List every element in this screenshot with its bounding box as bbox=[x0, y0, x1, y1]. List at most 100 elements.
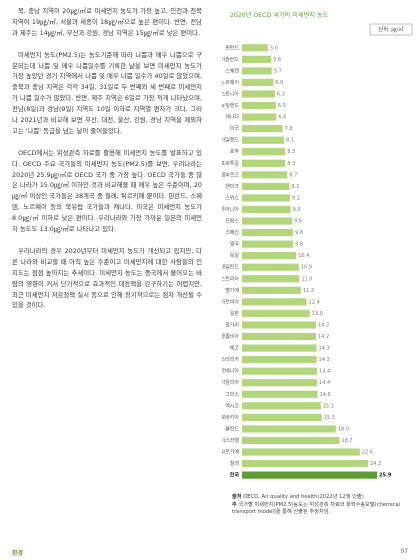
value-label: 5.0 bbox=[270, 45, 278, 51]
value-label: 14.5 bbox=[320, 392, 331, 398]
value-label: 9.2 bbox=[292, 195, 300, 201]
category-label: 미국 bbox=[230, 125, 240, 132]
paragraph: 우리나라의 경우 2020년부터 미세먼지 농도가 개선되고 있지만, 다른 나… bbox=[12, 246, 202, 310]
bar bbox=[242, 275, 300, 283]
value-label: 8.1 bbox=[286, 138, 294, 144]
bar bbox=[242, 459, 369, 468]
bar bbox=[242, 90, 275, 98]
category-label: 아이슬란드 bbox=[222, 56, 239, 63]
category-label: 체코 bbox=[230, 345, 240, 352]
category-label: 호주 bbox=[230, 149, 240, 155]
value-label: 14.3 bbox=[319, 357, 330, 363]
value-label: 24.2 bbox=[370, 461, 381, 467]
value-label: 8.7 bbox=[289, 172, 297, 178]
value-label: 11.0 bbox=[301, 276, 312, 282]
value-label: 9.3 bbox=[292, 207, 300, 213]
bar bbox=[242, 125, 283, 133]
bar bbox=[242, 344, 317, 352]
bar bbox=[242, 240, 294, 248]
category-label: 핀란드 bbox=[225, 44, 239, 51]
category-label: 리투아니아 bbox=[222, 206, 239, 213]
category-label: 아일랜드 bbox=[222, 137, 239, 144]
value-label: 9.8 bbox=[295, 242, 303, 248]
bar bbox=[242, 252, 297, 260]
bar bbox=[242, 356, 317, 364]
footer-section: 환경 bbox=[12, 550, 24, 557]
category-label: 스웨덴 bbox=[225, 67, 239, 74]
bar bbox=[242, 217, 293, 225]
bar bbox=[242, 390, 318, 398]
value-label: 6.0 bbox=[275, 80, 283, 86]
value-label: 14.3 bbox=[319, 346, 330, 352]
bar bbox=[242, 309, 310, 318]
category-label: 그리스 bbox=[225, 391, 239, 398]
source-block: 출처 OECD, Air quality and health(2022년 12… bbox=[232, 494, 412, 517]
category-label: 룩셈부르크 bbox=[222, 171, 239, 178]
category-label: 뉴질랜드 bbox=[222, 102, 239, 109]
category-label: 콜롬비아 bbox=[222, 333, 239, 340]
bar bbox=[242, 263, 299, 271]
category-label: 튀르키예 bbox=[222, 449, 239, 456]
value-label: 18.7 bbox=[341, 438, 352, 444]
bar bbox=[242, 67, 272, 75]
value-label: 12.4 bbox=[309, 299, 320, 305]
bar bbox=[242, 55, 272, 63]
category-label: 슬로바키아 bbox=[222, 414, 239, 421]
category-label: 포르투갈 bbox=[222, 160, 239, 167]
value-label: 13.0 bbox=[312, 311, 323, 317]
value-label: 14.2 bbox=[318, 334, 329, 340]
bar bbox=[242, 101, 276, 110]
value-label: 9.6 bbox=[294, 219, 302, 225]
value-label: 18.0 bbox=[338, 426, 349, 432]
chart: 2020년 OECD 국가의 미세먼지 농도 단위: ㎍/㎥ 핀란드 5.0 아이슬… bbox=[222, 11, 413, 479]
note-text: 국가별 미세먼지(PM2.5)농도는 위성관측 자료와 화학수송모델(chemi… bbox=[232, 501, 401, 516]
bar bbox=[242, 321, 317, 329]
category-label: 스위스 bbox=[225, 194, 239, 201]
bar bbox=[242, 78, 274, 87]
bar bbox=[242, 44, 269, 52]
bar bbox=[242, 228, 294, 237]
note: 주 국가별 미세먼지(PM2.5)농도는 위성관측 자료와 화학수송모델(che… bbox=[232, 502, 412, 517]
bar bbox=[242, 436, 340, 445]
value-label: 15.1 bbox=[323, 403, 334, 409]
bar bbox=[242, 448, 360, 456]
value-label: 25.9 bbox=[379, 473, 392, 479]
value-label: 8.3 bbox=[287, 161, 295, 167]
value-label: 9.8 bbox=[295, 230, 303, 236]
category-label: 칠레 bbox=[230, 460, 240, 467]
value-label: 14.4 bbox=[319, 380, 330, 386]
value-label: 5.6 bbox=[273, 57, 281, 63]
body-text: 북, 충남 지역이 20㎍/㎥로 미세먼지 농도가 가장 높고, 인천과 전북 … bbox=[12, 6, 202, 311]
category-label: 코스타리카 bbox=[222, 356, 239, 363]
category-label: 한국 bbox=[230, 472, 240, 479]
bar bbox=[242, 425, 336, 433]
source-label: 출처 bbox=[232, 494, 242, 500]
paragraph: OECD에서는 위성관측 자료를 활용해 미세먼지 농도를 발표하고 있다. O… bbox=[12, 148, 202, 234]
category-label: 슬로베니아 bbox=[222, 368, 239, 375]
category-label: 벨기에 bbox=[225, 287, 239, 294]
value-label: 14.4 bbox=[319, 369, 330, 375]
bar bbox=[242, 159, 286, 167]
value-label: 6.5 bbox=[278, 103, 286, 109]
category-label: 에스토니아 bbox=[222, 90, 239, 97]
value-label: 14.2 bbox=[318, 322, 329, 328]
footer-page: 97 bbox=[400, 548, 408, 555]
category-label: 독일 bbox=[230, 252, 240, 259]
category-label: 프랑스 bbox=[225, 218, 239, 225]
paragraph: 북, 충남 지역이 20㎍/㎥로 미세먼지 농도가 가장 높고, 인천과 전북 … bbox=[12, 7, 202, 37]
bar bbox=[242, 471, 377, 479]
bar bbox=[242, 286, 301, 294]
bar bbox=[242, 298, 307, 306]
value-label: 5.7 bbox=[274, 68, 282, 74]
value-label: 22.6 bbox=[362, 450, 373, 456]
category-label: 스페인 bbox=[225, 229, 239, 236]
category-label: 폴란드 bbox=[225, 425, 239, 432]
bar bbox=[242, 194, 290, 202]
value-label: 7.8 bbox=[285, 126, 293, 132]
category-label: 영국 bbox=[230, 241, 240, 248]
value-label: 11.3 bbox=[303, 288, 314, 294]
category-label: 캐나다 bbox=[225, 114, 239, 121]
bar bbox=[242, 402, 321, 410]
bar bbox=[242, 171, 288, 179]
